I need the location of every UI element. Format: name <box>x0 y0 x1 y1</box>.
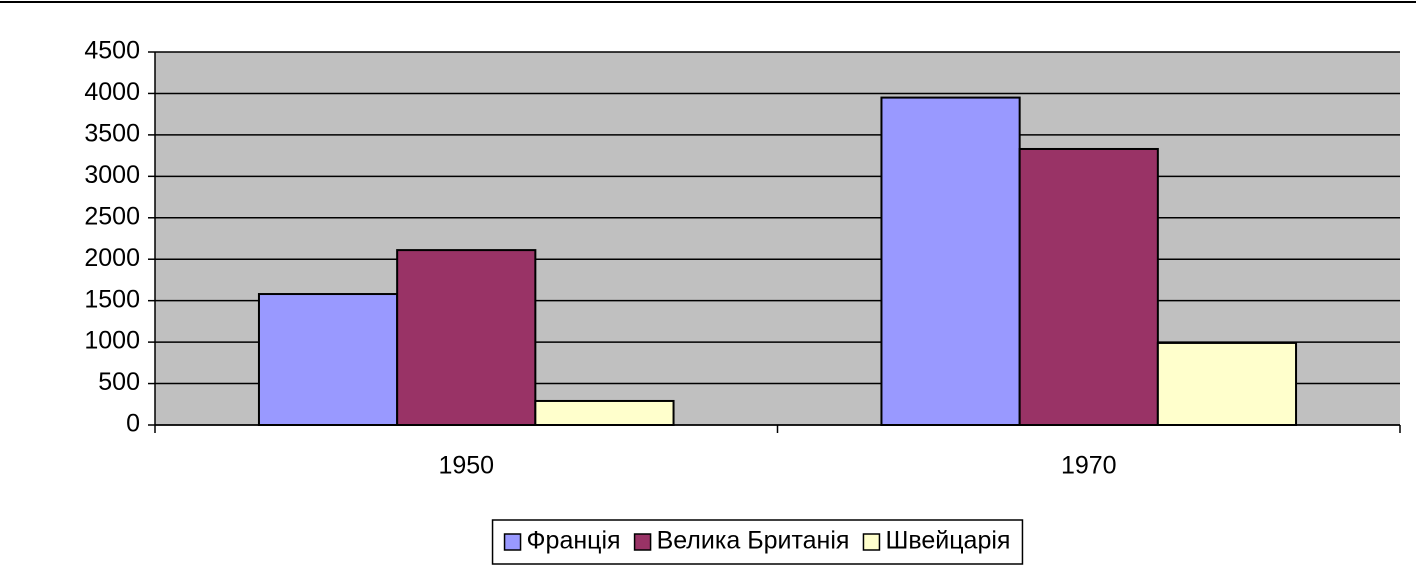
x-tick-label: 1950 <box>438 452 494 480</box>
y-tick-label: 1500 <box>84 285 140 313</box>
bar <box>257 293 399 426</box>
bar <box>1156 341 1298 426</box>
y-tick-label: 4000 <box>84 78 140 106</box>
y-tick-label: 2500 <box>84 202 140 230</box>
bar <box>1018 147 1159 426</box>
legend: Франція Велика Британія Швейцарія <box>491 519 1024 565</box>
bar <box>534 399 675 426</box>
y-tick-label: 500 <box>98 368 140 396</box>
y-tick-label: 1000 <box>84 327 140 355</box>
bar <box>396 249 537 426</box>
y-tick-label: 3500 <box>84 119 140 147</box>
legend-label: Велика Британія <box>657 527 850 555</box>
legend-label: Швейцарія <box>885 527 1010 555</box>
y-tick-label: 4500 <box>84 37 140 65</box>
bar <box>880 96 1021 426</box>
legend-box <box>491 519 1024 565</box>
y-tick-label: 0 <box>126 410 140 438</box>
legend-swatch <box>503 533 522 551</box>
legend-label: Франція <box>527 527 621 555</box>
x-tick-label: 1970 <box>1061 452 1117 480</box>
y-tick-label: 3000 <box>84 161 140 189</box>
y-tick-label: 2000 <box>84 244 140 272</box>
legend-swatch <box>862 533 881 551</box>
legend-swatch <box>633 533 652 551</box>
